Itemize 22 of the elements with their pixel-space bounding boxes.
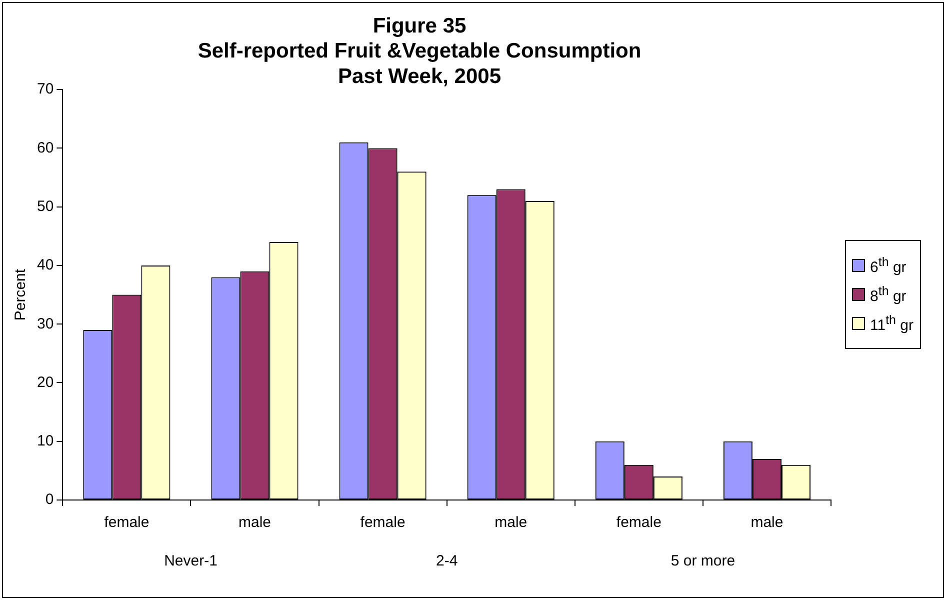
legend-label: 8$^{th}$ gr [870,284,906,306]
x-tick-label: male [750,514,784,532]
text: 5 or more [670,552,736,570]
y-tick-label: 70 [36,80,54,98]
text: 2-4 [436,552,458,570]
y-tick-label: 0 [45,491,54,508]
y-tick-label: 50 [36,198,54,215]
x-tick-label: female [360,514,406,532]
y-tick-label: 40 [36,256,54,274]
legend-label: 6$^{th}$ gr [870,255,906,276]
y-axis-title: Percent [12,268,30,321]
x-tick-label: female [104,514,150,532]
y-tick-label: 20 [36,374,54,391]
x-tick-label: male [238,514,272,532]
x-tick-label: female [616,514,662,532]
text: Never-1 [164,552,218,570]
y-tick-label: 10 [36,432,54,450]
y-tick-label: 30 [36,315,54,332]
y-tick-label: 60 [36,139,54,156]
chart-title: Figure 35 Self-reported Fruit &Vegetable Consumption Past Week, 2005 [198,14,642,88]
x-tick-label: male [494,514,528,532]
legend-label: 11$^{th}$ gr [870,313,914,334]
